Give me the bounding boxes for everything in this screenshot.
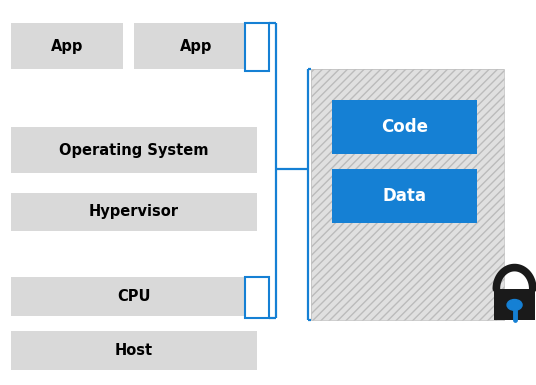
Circle shape [507,300,522,310]
Text: Hypervisor: Hypervisor [89,204,179,219]
Text: App: App [180,39,212,54]
Text: Operating System: Operating System [59,143,209,157]
Bar [11,331,257,370]
Bar [134,23,257,69]
Bar [494,289,535,320]
Bar [311,69,504,320]
Bar [11,127,257,173]
Bar [332,169,477,223]
Bar [11,277,257,316]
Text: Host: Host [115,343,153,358]
Bar [245,23,269,71]
Text: CPU: CPU [117,289,151,304]
Bar [11,23,123,69]
Bar [332,100,477,154]
Text: Data: Data [383,187,427,205]
Bar [245,277,269,318]
Bar [11,192,257,231]
Bar [311,69,504,320]
Text: App: App [51,39,83,54]
Text: Code: Code [381,118,428,136]
